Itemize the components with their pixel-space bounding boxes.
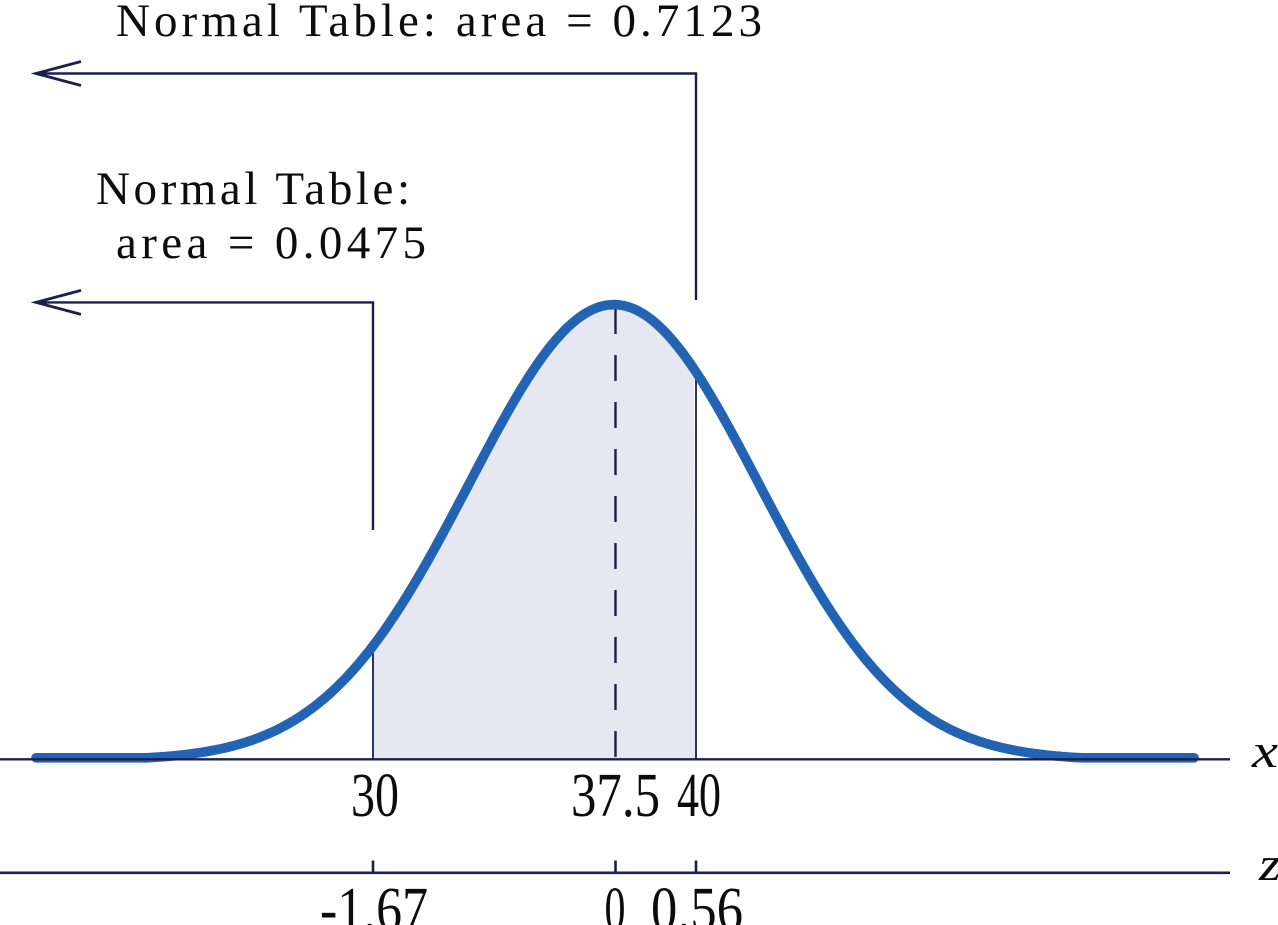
svg-text:30: 30 (351, 762, 399, 830)
svg-text:Normal Table:: Normal Table: (96, 163, 410, 215)
svg-text:-1.67: -1.67 (320, 876, 428, 925)
svg-text:0: 0 (605, 876, 626, 925)
svg-text:z: z (1258, 838, 1278, 891)
svg-text:x: x (1251, 725, 1278, 778)
svg-text:37.5: 37.5 (571, 762, 660, 830)
svg-text:40: 40 (677, 762, 721, 830)
svg-text:0.56: 0.56 (651, 876, 743, 925)
